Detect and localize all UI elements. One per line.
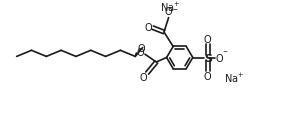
Text: S: S bbox=[204, 53, 213, 63]
Text: O: O bbox=[145, 23, 153, 33]
Text: $^{-}$: $^{-}$ bbox=[222, 47, 229, 56]
Text: O: O bbox=[137, 47, 144, 57]
Text: O: O bbox=[140, 73, 148, 83]
Text: O: O bbox=[204, 71, 211, 81]
Text: Na$^{+}$: Na$^{+}$ bbox=[160, 1, 181, 14]
Text: O: O bbox=[216, 53, 223, 63]
Text: O: O bbox=[204, 35, 211, 45]
Text: O: O bbox=[138, 44, 145, 54]
Text: Na$^{+}$: Na$^{+}$ bbox=[224, 71, 245, 84]
Text: O: O bbox=[165, 7, 172, 17]
Text: $^{-}$: $^{-}$ bbox=[172, 6, 178, 15]
